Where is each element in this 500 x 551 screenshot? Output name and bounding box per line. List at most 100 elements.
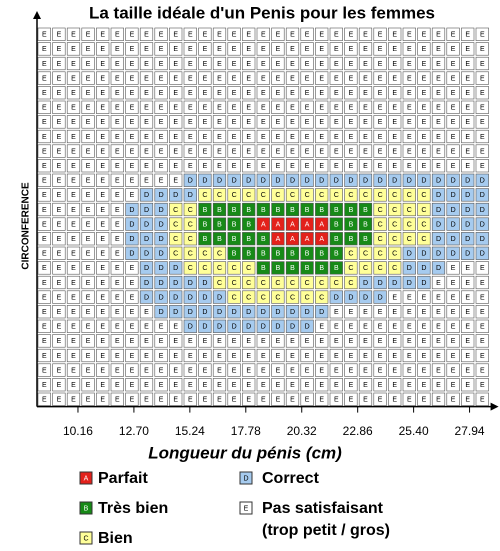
cell-letter: E xyxy=(451,148,456,155)
cell xyxy=(110,334,124,348)
cell-letter: E xyxy=(334,46,339,53)
cell-letter: C xyxy=(217,192,222,199)
cell-letter: B xyxy=(203,236,208,243)
cell-letter: E xyxy=(57,163,62,170)
cell xyxy=(212,217,227,231)
cell-letter: E xyxy=(261,338,266,345)
cell xyxy=(139,246,154,260)
cell-letter: E xyxy=(334,309,339,316)
cell xyxy=(52,173,66,187)
cell xyxy=(242,305,256,319)
cell-letter: E xyxy=(86,338,91,345)
cell xyxy=(256,290,270,304)
cell xyxy=(271,348,285,363)
cell xyxy=(402,56,416,71)
cell-letter: E xyxy=(115,265,120,272)
cell-letter: E xyxy=(130,309,135,316)
cell-letter: E xyxy=(71,178,76,185)
cell xyxy=(461,378,475,392)
cell-letter: E xyxy=(407,46,412,53)
cell xyxy=(285,202,300,217)
cell xyxy=(285,144,300,158)
cell xyxy=(242,173,256,187)
cell-letter: E xyxy=(392,294,397,301)
cell xyxy=(212,129,227,144)
cell xyxy=(110,159,124,173)
cell-letter: E xyxy=(42,105,47,112)
cell xyxy=(169,144,183,158)
cell-letter: E xyxy=(480,134,485,141)
cell-letter: D xyxy=(480,207,485,214)
cell-letter: E xyxy=(71,32,76,39)
cell-letter: E xyxy=(42,397,47,404)
cell-letter: E xyxy=(290,382,295,389)
cell xyxy=(446,144,460,158)
cell xyxy=(344,173,358,187)
cell xyxy=(169,56,183,71)
cell-letter: E xyxy=(436,294,441,301)
legend-swatch xyxy=(79,531,93,545)
cell xyxy=(358,202,373,217)
cell xyxy=(154,27,168,41)
cell-letter: E xyxy=(480,309,485,316)
cell-letter: E xyxy=(319,324,324,331)
cell xyxy=(37,392,51,406)
cell-letter: E xyxy=(173,338,178,345)
cell xyxy=(169,348,183,363)
cell-letter: E xyxy=(86,353,91,360)
cell xyxy=(402,305,416,319)
cell-letter: E xyxy=(159,61,164,68)
cell-letter: E xyxy=(71,105,76,112)
cell-letter: E xyxy=(115,324,120,331)
cell xyxy=(96,86,110,100)
cell xyxy=(125,27,139,41)
cell-letter: C xyxy=(421,236,426,243)
cell-letter: E xyxy=(159,75,164,82)
cell-letter: E xyxy=(349,134,354,141)
cell xyxy=(52,86,66,100)
cell xyxy=(431,305,446,319)
cell xyxy=(271,173,285,187)
cell-letter: E xyxy=(71,251,76,258)
cell xyxy=(358,275,373,290)
cell-letter: C xyxy=(217,280,222,287)
cell-letter: E xyxy=(436,119,441,126)
cell xyxy=(212,363,227,377)
cell-letter: E xyxy=(422,90,427,97)
cell xyxy=(96,363,110,377)
cell xyxy=(431,86,446,100)
cell xyxy=(110,100,124,114)
cell-letter: E xyxy=(159,46,164,53)
cell-letter: E xyxy=(451,382,456,389)
cell-letter: E xyxy=(144,90,149,97)
cell-letter: E xyxy=(392,134,397,141)
cell xyxy=(329,232,343,246)
cell xyxy=(242,129,256,144)
cell-letter: E xyxy=(465,309,470,316)
cell-letter: C xyxy=(421,192,426,199)
cell xyxy=(242,56,256,71)
cell xyxy=(300,115,314,129)
cell xyxy=(169,290,183,304)
cell xyxy=(300,378,314,392)
cell xyxy=(212,348,227,363)
cell xyxy=(154,100,168,114)
cell-letter: E xyxy=(246,75,251,82)
cell-letter: E xyxy=(130,46,135,53)
cell xyxy=(446,100,460,114)
cell-letter: E xyxy=(86,221,91,228)
cell-letter: C xyxy=(202,265,207,272)
cell xyxy=(125,275,139,290)
cell-letter: E xyxy=(246,46,251,53)
cell-letter: E xyxy=(349,397,354,404)
cell xyxy=(139,275,154,290)
cell xyxy=(461,246,475,260)
cell xyxy=(242,217,256,231)
cell xyxy=(227,42,241,56)
cell xyxy=(285,217,300,231)
cell-letter: C xyxy=(232,280,237,287)
cell-letter: E xyxy=(319,119,324,126)
cell xyxy=(300,100,314,114)
cell-letter: E xyxy=(100,192,105,199)
cell-letter: E xyxy=(276,353,281,360)
